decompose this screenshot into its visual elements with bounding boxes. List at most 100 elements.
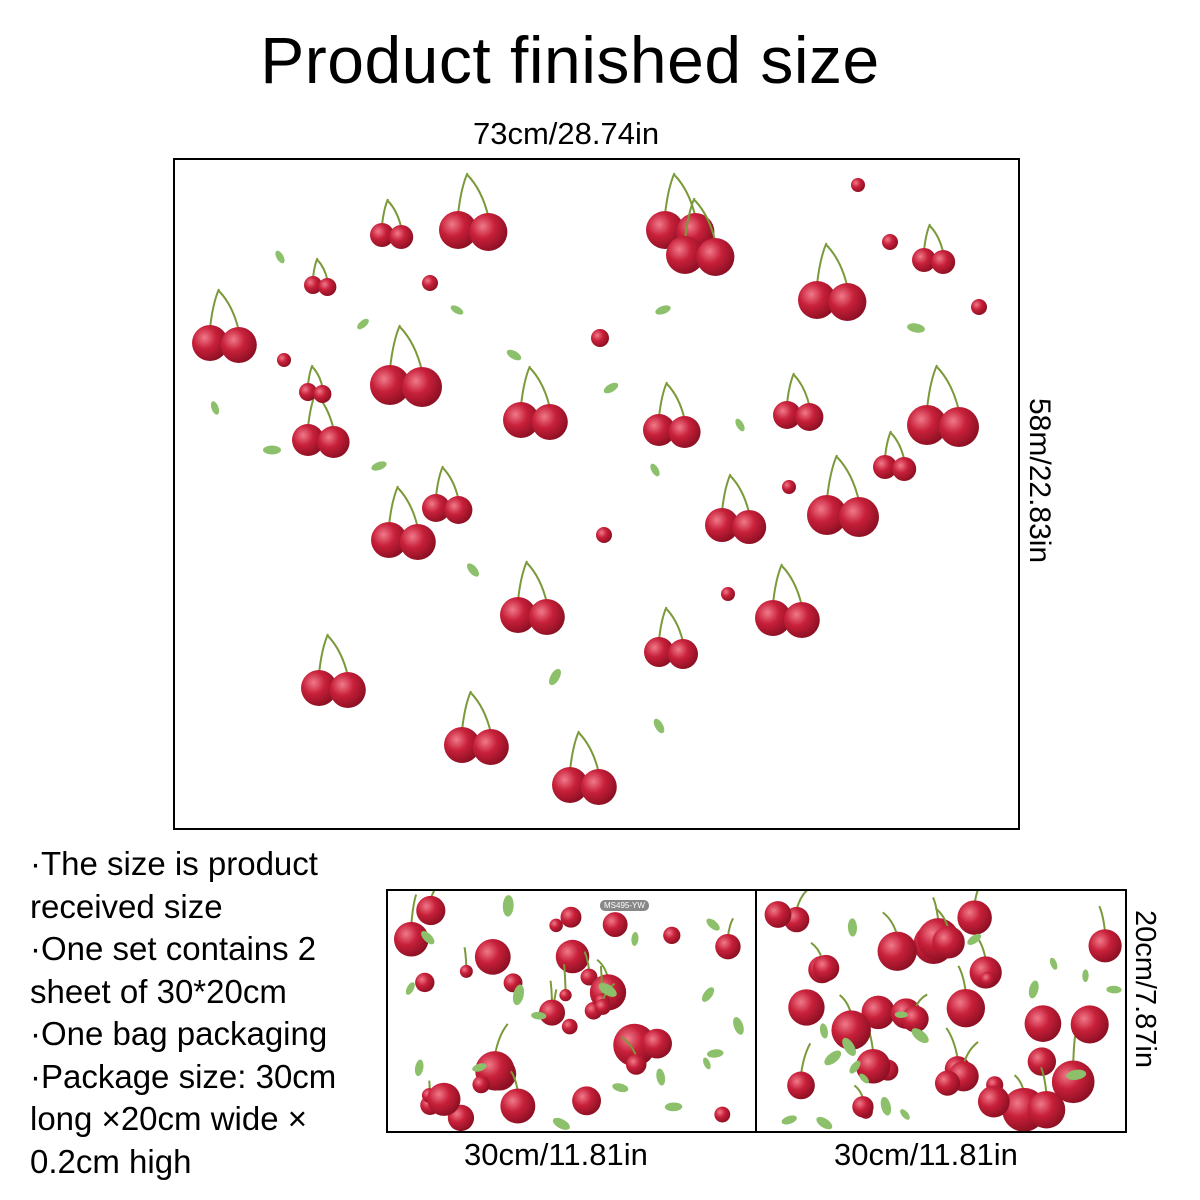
cherry-icon xyxy=(787,1042,815,1100)
leaf-icon xyxy=(664,1102,683,1112)
note-line: ·The size is product xyxy=(30,845,318,882)
leaf-icon xyxy=(819,1023,828,1039)
leaf-icon xyxy=(357,318,369,330)
page-title: Product finished size xyxy=(260,23,880,97)
cherry-icon xyxy=(665,608,698,669)
main-cherry-layout-image xyxy=(173,158,1020,830)
leaf-icon xyxy=(598,983,617,997)
cherry-icon xyxy=(500,1070,536,1124)
cherry-icon xyxy=(825,244,867,321)
leaf-icon xyxy=(210,401,220,415)
note-line: 0.2cm high xyxy=(30,1142,192,1180)
cherry-icon xyxy=(397,487,436,560)
cherry-icon xyxy=(370,324,410,405)
leaf-icon xyxy=(502,895,514,917)
leaf-icon xyxy=(405,982,415,995)
cherry-icon xyxy=(729,475,767,544)
cherry-icon xyxy=(422,275,438,291)
leaf-icon xyxy=(859,1073,869,1084)
cherry-icon xyxy=(416,891,446,926)
cherry-icon xyxy=(890,432,917,481)
leaf-icon xyxy=(414,1059,424,1077)
cherry-icon xyxy=(474,939,511,975)
product-code-badge: MS495-YW xyxy=(600,900,649,911)
cherry-icon xyxy=(538,980,566,1026)
cherry-icon xyxy=(580,951,598,986)
cherry-icon xyxy=(721,587,735,601)
cherry-icon xyxy=(901,993,929,1033)
leaf-icon xyxy=(653,718,665,734)
cherry-icon xyxy=(549,918,563,933)
sheet-1-image xyxy=(386,889,757,1133)
leaf-icon xyxy=(612,1083,629,1093)
cherry-icon xyxy=(591,329,609,347)
cherry-icon xyxy=(663,926,681,945)
cherry-icon xyxy=(793,374,824,431)
leaf-icon xyxy=(450,305,464,315)
cherry-icon xyxy=(705,473,739,542)
cherry-icon xyxy=(1024,1005,1062,1042)
note-line: ·One bag packaging xyxy=(30,1015,328,1052)
cherry-icon xyxy=(929,225,956,274)
cherry-icon xyxy=(666,197,704,274)
leaf-icon xyxy=(824,1050,842,1066)
cherry-illustration xyxy=(393,891,744,1131)
cherry-icon xyxy=(877,911,917,971)
cherry-icon xyxy=(316,259,337,296)
leaf-icon xyxy=(506,349,522,361)
cherry-icon xyxy=(311,366,332,403)
cherry-icon xyxy=(415,972,435,993)
cherry-icon xyxy=(666,383,701,448)
cherry-icon xyxy=(851,178,865,192)
cherry-icon xyxy=(957,891,992,935)
leaf-icon xyxy=(371,461,387,471)
cherry-icon xyxy=(936,366,979,447)
cherry-icon xyxy=(387,200,414,249)
leaf-icon xyxy=(733,1016,744,1035)
leaf-icon xyxy=(706,918,720,931)
cherry-icon xyxy=(755,563,791,636)
leaf-icon xyxy=(907,323,925,333)
cherry-icon xyxy=(561,1018,578,1035)
cherry-icon xyxy=(299,364,317,401)
leaf-icon xyxy=(781,1115,797,1125)
leaf-icon xyxy=(275,250,285,264)
cherry-icon xyxy=(643,381,675,446)
leaf-icon xyxy=(880,1096,892,1116)
cherry-icon xyxy=(782,480,796,494)
cherry-icon xyxy=(907,364,947,445)
cherry-icon xyxy=(715,917,741,960)
leaf-icon xyxy=(467,563,479,577)
cherry-icon xyxy=(304,257,322,294)
cherry-icon xyxy=(852,1084,874,1118)
note-line: long ×20cm wide × xyxy=(30,1100,308,1137)
sheet-1-width-label: 30cm/11.81in xyxy=(464,1137,648,1172)
leaf-icon xyxy=(655,305,671,315)
cherry-icon xyxy=(836,456,879,537)
cherry-icon xyxy=(327,635,366,708)
leaf-icon xyxy=(894,1011,908,1018)
cherry-icon xyxy=(980,971,996,988)
cherry-icon xyxy=(596,527,612,543)
cherry-icon xyxy=(831,994,871,1050)
leaf-icon xyxy=(531,1011,547,1020)
cherry-icon xyxy=(555,939,590,974)
sheet-height-label: 20cm/7.87in xyxy=(1129,910,1161,1068)
leaf-icon xyxy=(703,1057,711,1070)
cherry-icon xyxy=(798,242,836,319)
leaf-icon xyxy=(816,1116,833,1130)
leaf-icon xyxy=(911,1028,929,1044)
cherry-icon xyxy=(503,365,539,438)
cherry-icon xyxy=(1027,1047,1057,1076)
cherry-icon xyxy=(764,901,792,928)
note-line: received size xyxy=(30,887,223,925)
cherry-icon xyxy=(399,326,442,407)
leaf-icon xyxy=(849,1060,861,1074)
cherry-illustration xyxy=(764,891,1122,1131)
leaf-icon xyxy=(603,382,619,394)
cherry-icon xyxy=(470,692,509,765)
cherry-icon xyxy=(1070,1005,1109,1044)
leaf-icon xyxy=(549,668,561,686)
cherry-icon xyxy=(912,223,936,272)
cherry-icon xyxy=(812,954,840,982)
